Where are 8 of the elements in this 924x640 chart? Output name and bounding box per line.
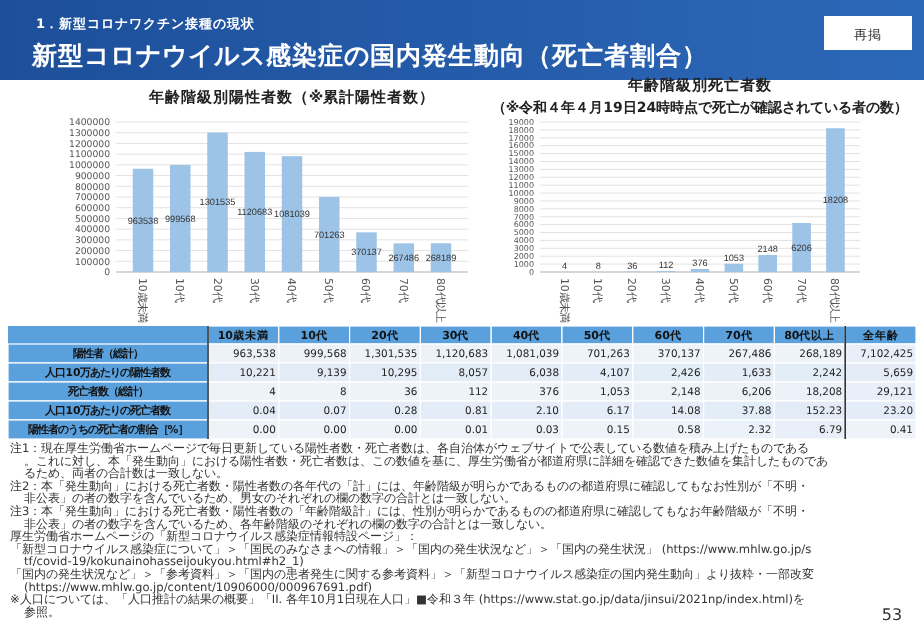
bar: [792, 223, 811, 272]
bar: [758, 255, 778, 272]
bar: [724, 263, 744, 272]
bar: [826, 128, 845, 272]
bar: [319, 196, 340, 272]
text: 新型コロナウイルス感染症の国内発生動向（死亡者割合）: [30, 40, 708, 70]
text: 53: [881, 606, 903, 624]
bar: [132, 168, 154, 272]
